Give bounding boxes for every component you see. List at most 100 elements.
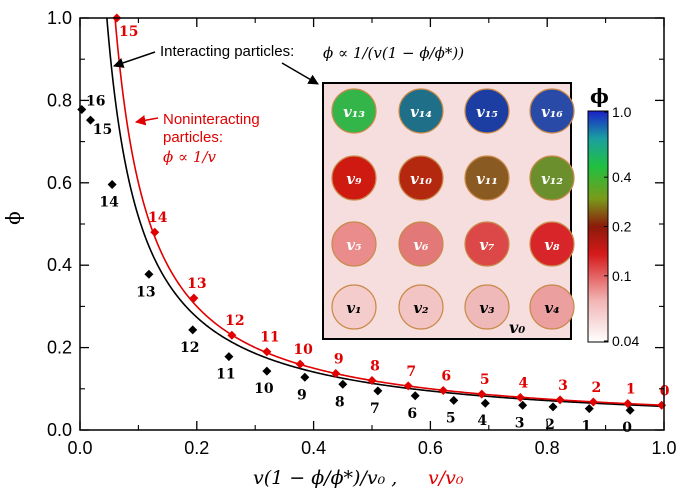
data-point xyxy=(107,179,117,189)
well-label: v₁₅ xyxy=(476,103,498,121)
well-label: v₁₀ xyxy=(410,170,432,188)
point-index-label: 3 xyxy=(558,378,568,394)
fit-curves xyxy=(106,18,664,408)
data-point xyxy=(77,104,87,114)
x-tick-label: 1.0 xyxy=(651,438,676,458)
data-point xyxy=(331,369,341,379)
point-index-label: 2 xyxy=(591,380,601,396)
noninteracting-text-line1: Noninteracting xyxy=(163,111,260,128)
well-label: v₁₃ xyxy=(343,103,365,121)
point-index-label: 13 xyxy=(187,276,206,292)
well-circle xyxy=(464,221,510,267)
data-point xyxy=(224,352,234,362)
fit-curve xyxy=(114,18,664,407)
data-points: 0123456789101112131415160123456789101112… xyxy=(77,13,670,436)
point-index-label: 6 xyxy=(407,406,417,422)
interacting-arrow-to-curve xyxy=(113,51,156,68)
well-circle xyxy=(464,284,510,330)
data-point xyxy=(657,400,667,410)
y-tick-label: 0.8 xyxy=(47,90,72,110)
data-point xyxy=(300,372,310,382)
well-circle xyxy=(398,155,444,201)
point-index-label: 2 xyxy=(545,417,555,433)
data-point xyxy=(150,227,160,237)
interacting-arrow-to-inset xyxy=(281,62,319,85)
well-circle xyxy=(331,221,377,267)
point-index-label: 13 xyxy=(136,284,155,300)
data-point xyxy=(403,381,413,391)
y-tick-label: 0.2 xyxy=(47,338,72,358)
wells-grid: v₁₃ v₁₄ v₁₅ v₁₆ v₉ v₁₀ v₁₁ v₁₂ v₅ v₆ v₇ v₈ v₁ v₂ v₃ v₄ xyxy=(331,88,575,330)
point-index-label: 0 xyxy=(660,383,670,399)
x-tick-label: 0.2 xyxy=(184,438,209,458)
well-label: v₆ xyxy=(413,236,429,254)
point-index-label: 12 xyxy=(180,340,199,356)
point-index-label: 1 xyxy=(581,419,591,435)
well-label: v₇ xyxy=(479,236,495,254)
data-point xyxy=(144,269,154,279)
well-circle xyxy=(464,88,510,134)
data-point xyxy=(373,386,383,396)
data-point xyxy=(410,391,420,401)
noninteracting-annotation: Noninteracting particles: ϕ ∝ 1/v xyxy=(134,111,260,166)
colorbar-tick-label: 0.4 xyxy=(612,169,632,185)
data-point xyxy=(367,376,377,386)
well-label: v₉ xyxy=(346,170,362,188)
colorbar-title: ϕ xyxy=(590,84,609,108)
point-index-label: 11 xyxy=(216,367,235,383)
well-circle xyxy=(331,284,377,330)
point-index-label: 6 xyxy=(441,368,451,384)
point-index-label: 9 xyxy=(334,352,344,368)
point-index-label: 3 xyxy=(515,415,525,431)
colorbar: ϕ 1.0 0.4 0.2 0.1 0.04 xyxy=(587,84,639,349)
data-point xyxy=(188,325,198,335)
colorbar-tick-label: 1.0 xyxy=(612,104,632,120)
well-label: v₁₂ xyxy=(541,170,563,188)
data-point xyxy=(338,379,348,389)
inset-corner-label: v₀ xyxy=(509,318,525,337)
y-axis-label: ϕ xyxy=(1,211,25,225)
data-point xyxy=(515,392,525,402)
data-point xyxy=(518,400,528,410)
point-index-label: 15 xyxy=(119,24,138,40)
colorbar-tick-label: 0.04 xyxy=(612,333,639,349)
well-label: v₅ xyxy=(346,236,362,254)
fit-curve xyxy=(106,18,664,408)
data-point xyxy=(189,293,199,303)
data-point xyxy=(548,402,558,412)
well-circle xyxy=(331,155,377,201)
point-index-label: 0 xyxy=(622,420,632,436)
y-tick-label: 0.0 xyxy=(47,420,72,440)
well-circle xyxy=(398,88,444,134)
x-axis-label-red: v/v₀ xyxy=(428,467,464,489)
y-tick-label: 1.0 xyxy=(47,8,72,28)
axes: 0.0 0.2 0.4 0.6 0.8 1.0 0.0 0.2 0.4 0.6 0.8 1.0 xyxy=(47,8,677,458)
point-index-label: 1 xyxy=(626,382,636,398)
point-index-label: 8 xyxy=(335,394,345,410)
data-point xyxy=(438,385,448,395)
well-label: v₁₄ xyxy=(410,103,432,121)
point-index-label: 4 xyxy=(518,375,528,391)
data-point xyxy=(262,347,272,357)
data-point xyxy=(262,366,272,376)
data-point xyxy=(584,404,594,414)
well-label: v₁ xyxy=(346,299,361,317)
noninteracting-formula: ϕ ∝ 1/v xyxy=(163,148,217,166)
well-label: v₃ xyxy=(479,299,495,317)
noninteracting-text-line2: particles: xyxy=(163,129,223,146)
colorbar-tick-label: 0.1 xyxy=(612,268,632,284)
point-index-label: 12 xyxy=(225,313,244,329)
colorbar-tick-label: 0.2 xyxy=(612,219,632,235)
colorbar-ticks: 1.0 0.4 0.2 0.1 0.04 xyxy=(604,104,639,349)
point-index-label: 10 xyxy=(254,381,274,397)
well-circle xyxy=(331,88,377,134)
x-tick-label: 0.6 xyxy=(418,438,443,458)
well-circle xyxy=(464,155,510,201)
well-circle xyxy=(398,284,444,330)
y-tick-label: 0.6 xyxy=(47,173,72,193)
data-point xyxy=(477,389,487,399)
interacting-annotation-text: Interacting particles: xyxy=(160,43,294,60)
x-tick-label: 0.0 xyxy=(67,438,92,458)
